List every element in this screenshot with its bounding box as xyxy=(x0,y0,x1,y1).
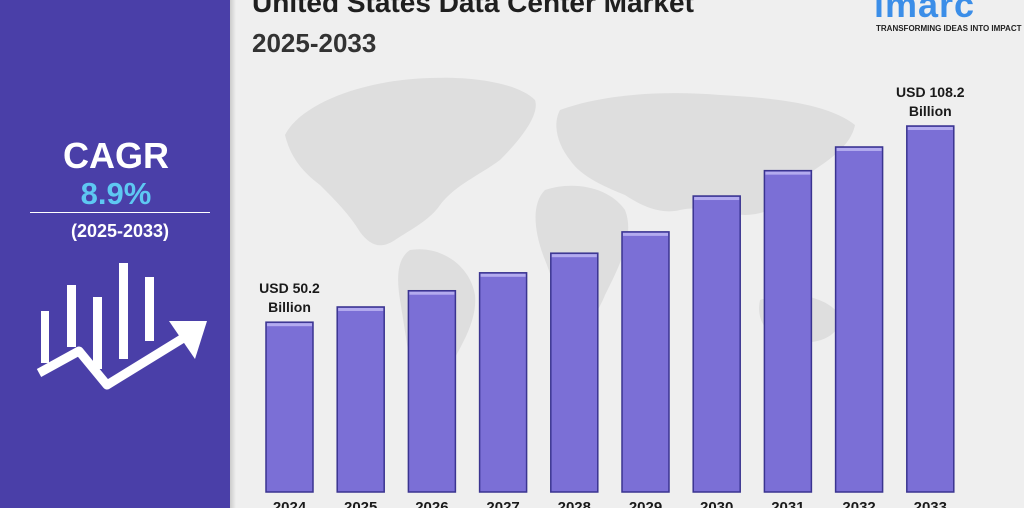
x-tick-2032: 2032 xyxy=(842,499,875,508)
bar-2025 xyxy=(336,306,385,493)
x-tick-2027: 2027 xyxy=(486,499,519,508)
brand-logo: imarc xyxy=(874,0,976,25)
bar-2026 xyxy=(407,289,457,493)
x-tick-2030: 2030 xyxy=(700,499,733,508)
x-tick-2033: 2033 xyxy=(914,499,947,508)
bar-2029 xyxy=(621,231,670,493)
x-tick-2026: 2026 xyxy=(415,499,448,508)
bar-highlight-2031 xyxy=(765,171,811,175)
bars-group xyxy=(265,125,955,493)
data-label-2024-value: USD 50.2 xyxy=(259,280,320,296)
growth-arrow-bars-icon xyxy=(36,263,207,390)
bar-2030 xyxy=(692,195,741,493)
bar-2027 xyxy=(478,272,528,493)
bar-2032 xyxy=(834,146,884,493)
bar-highlight-2030 xyxy=(694,197,740,201)
bar-2031 xyxy=(763,169,813,493)
bar-highlight-2032 xyxy=(836,147,882,151)
data-label-2024-unit: Billion xyxy=(268,299,311,315)
bar-highlight-2029 xyxy=(623,232,668,236)
x-tick-2024: 2024 xyxy=(273,499,307,508)
bar-2028 xyxy=(550,252,599,493)
brand-tagline: TRANSFORMING IDEAS INTO IMPACT xyxy=(876,24,1022,33)
bar-highlight-2026 xyxy=(409,291,455,295)
chart-subtitle: 2025-2033 xyxy=(252,28,377,58)
cagr-value: 8.9% xyxy=(80,176,152,211)
chart-title: United States Data Center Market xyxy=(252,0,694,18)
bar-highlight-2027 xyxy=(480,273,526,277)
value-annotations: USD 50.2 Billion USD 108.2 Billion xyxy=(259,84,965,315)
data-label-2033-unit: Billion xyxy=(909,103,952,119)
cagr-period: (2025-2033) xyxy=(70,221,170,241)
bar-2033 xyxy=(906,125,955,493)
bar-highlight-2028 xyxy=(551,254,597,258)
x-axis-tick-labels: 2024 2025 2026 2027 2028 2029 2030 2031 2032 2033 xyxy=(273,499,947,508)
x-tick-2031: 2031 xyxy=(771,499,804,508)
bar-highlight-2025 xyxy=(338,307,384,311)
cagr-label: CAGR xyxy=(63,135,169,176)
data-label-2033-value: USD 108.2 xyxy=(896,84,965,100)
left-panel: CAGR 8.9% (2025-2033) xyxy=(0,0,236,508)
x-tick-2025: 2025 xyxy=(344,499,377,508)
cagr-divider xyxy=(30,212,210,213)
x-tick-2028: 2028 xyxy=(558,499,591,508)
bar-highlight-2024 xyxy=(267,323,312,327)
x-tick-2029: 2029 xyxy=(629,499,662,508)
bar-2024 xyxy=(265,321,314,493)
bar-highlight-2033 xyxy=(907,127,953,130)
